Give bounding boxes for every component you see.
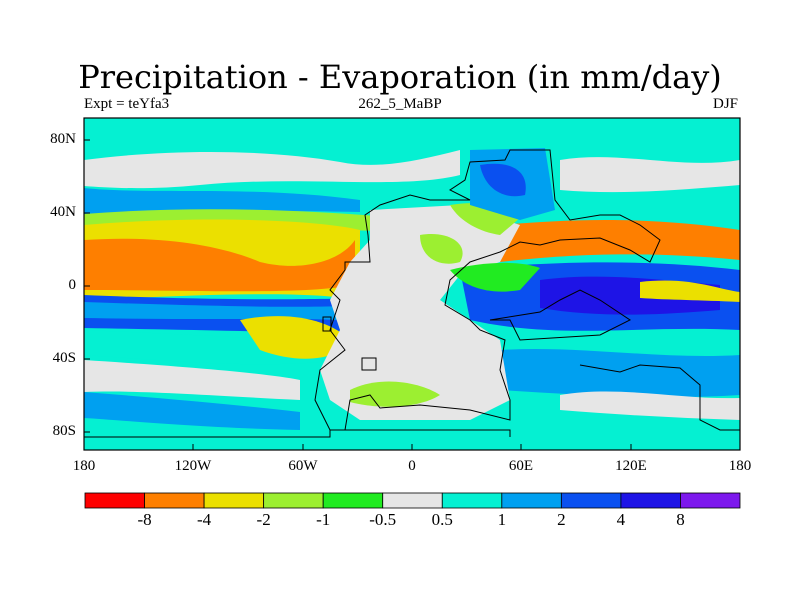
field-north-land-wetter: [480, 163, 526, 197]
colorbar-label: -2: [256, 510, 271, 529]
colorbar-swatch: [441, 492, 503, 509]
field-grey-north-1: [84, 150, 460, 189]
colorbar-label: -1: [316, 510, 331, 529]
colorbar-swatch: [680, 492, 741, 509]
season-label: DJF: [712, 96, 738, 112]
field-orange-subtropic-east: [500, 220, 740, 262]
colorbar-label: -0.5: [369, 510, 397, 529]
colorbar-label: 1: [497, 510, 507, 529]
colorbar-swatch: [263, 492, 324, 509]
y-tick-label: 40N: [50, 204, 76, 220]
y-tick-label: 40S: [52, 350, 76, 366]
colorbar-label: 4: [616, 510, 626, 529]
colorbar-label: -4: [196, 510, 212, 529]
colorbar-swatch: [84, 492, 145, 509]
field-blue-south-indian: [500, 348, 740, 398]
x-tick-label: 0: [408, 458, 416, 474]
colorbar-swatch: [322, 492, 384, 509]
y-tick-label: 80S: [52, 423, 76, 439]
colorbar-label: 8: [676, 510, 685, 529]
field-land-green-3: [450, 262, 540, 292]
x-tick-label: 120W: [174, 458, 212, 474]
coastlines: [84, 149, 740, 438]
field-grey-south-1: [84, 360, 300, 400]
y-tick-label: 80N: [50, 131, 76, 147]
field-band-arctic: [84, 118, 740, 136]
plot-title: Precipitation - Evaporation (in mm/day): [78, 58, 722, 96]
tick-marks: [83, 139, 741, 450]
field-lightblue-equator-west: [84, 302, 340, 320]
map-field: [84, 118, 740, 450]
colorbar-swatch: [501, 492, 562, 509]
x-tick-label: 120E: [615, 458, 647, 474]
supercontinent-coastline: [314, 149, 661, 431]
island-outline-2: [361, 357, 377, 371]
x-tick-label: 60W: [288, 458, 318, 474]
experiment-label: Expt = teYfa3: [84, 96, 170, 112]
island-outline: [322, 316, 332, 332]
antarctic-coastline: [84, 429, 511, 438]
x-tick-label: 60E: [508, 458, 534, 474]
field-land-green-2: [350, 381, 440, 407]
field-cyan-south: [84, 330, 340, 365]
field-land-green-1: [420, 234, 463, 264]
y-tick-label: 0: [68, 277, 77, 293]
field-grey-north-2: [560, 157, 740, 193]
colorbar-label: -8: [137, 510, 152, 529]
colorbar-swatch: [203, 492, 265, 509]
field-yellow-east-pacific: [640, 280, 740, 302]
colorbar-label: 0.5: [431, 510, 453, 529]
colorbar-swatch: [382, 492, 443, 509]
field-orange-subtropic-west: [84, 238, 355, 292]
x-tick-label: 180: [72, 458, 96, 474]
field-grey-south-2: [560, 391, 740, 420]
colorbar: [84, 492, 741, 509]
south-east-coastline: [579, 364, 740, 431]
east-coastline: [489, 289, 631, 341]
colorbar-label: 2: [557, 510, 566, 529]
field-blue-south-band: [84, 392, 300, 430]
x-tick-label: 180: [728, 458, 752, 474]
colorbar-swatch: [144, 492, 205, 509]
colorbar-swatch: [560, 492, 622, 509]
age-label: 262_5_MaBP: [358, 96, 442, 112]
colorbar-swatch: [620, 492, 681, 509]
field-blue-band-north: [84, 188, 360, 214]
field-band-antarctic: [84, 430, 740, 450]
